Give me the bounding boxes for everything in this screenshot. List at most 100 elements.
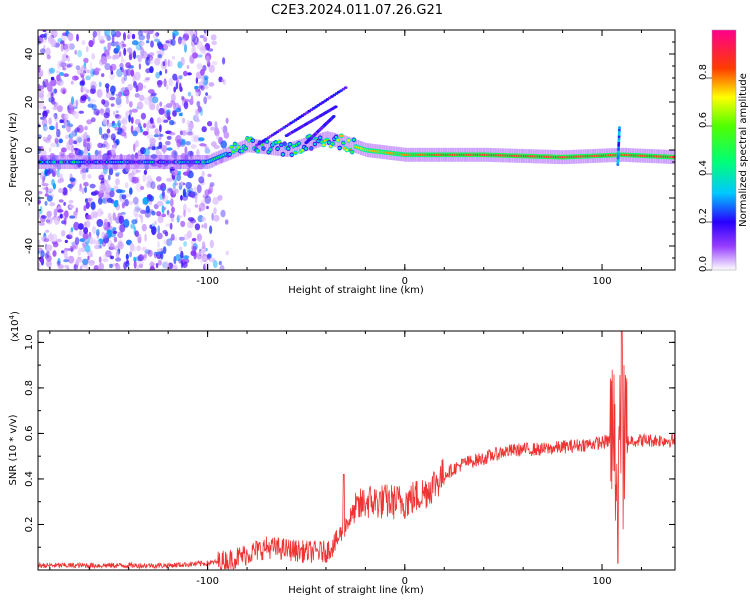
track-core xyxy=(336,138,340,142)
noise-speck xyxy=(211,141,217,147)
noise-speck xyxy=(206,95,212,100)
noise-speck xyxy=(48,147,52,153)
noise-speck xyxy=(178,236,185,241)
noise-speck xyxy=(50,202,55,207)
colorbar-tick-label: 0.8 xyxy=(698,64,709,80)
noise-speck xyxy=(204,146,210,150)
noise-speck xyxy=(210,34,217,41)
noise-speck xyxy=(98,126,103,136)
noise-speck xyxy=(178,74,184,79)
noise-speck xyxy=(96,30,101,37)
noise-speck xyxy=(157,80,163,88)
noise-speck xyxy=(201,224,204,229)
noise-speck xyxy=(178,246,183,252)
noise-speck xyxy=(62,89,66,95)
colorbar-tick-label: 0.6 xyxy=(698,112,709,128)
noise-speck xyxy=(139,126,143,130)
noise-speck xyxy=(181,117,186,124)
noise-speck xyxy=(46,216,53,225)
noise-speck xyxy=(109,72,115,81)
noise-speck xyxy=(143,169,148,176)
noise-speck xyxy=(156,103,160,112)
noise-speck xyxy=(106,35,111,41)
noise-speck xyxy=(136,245,142,252)
noise-speck xyxy=(170,38,176,47)
colorbar-label: Normalized spectral amplitude xyxy=(738,73,749,227)
noise-speck xyxy=(183,98,190,103)
noise-speck xyxy=(162,194,166,202)
noise-speck xyxy=(140,48,145,55)
noise-speck xyxy=(125,68,132,76)
noise-speck xyxy=(64,113,69,121)
track-core xyxy=(277,140,281,144)
y-tick-label: -20 xyxy=(24,190,35,206)
noise-speck xyxy=(39,222,45,226)
colorbar-tick-label: 0.2 xyxy=(698,208,709,224)
noise-speck xyxy=(202,194,209,199)
noise-speck xyxy=(53,88,56,94)
track-halo xyxy=(350,137,353,152)
noise-speck xyxy=(101,99,106,105)
noise-speck xyxy=(115,110,119,114)
noise-speck xyxy=(60,87,67,94)
noise-speck xyxy=(118,91,122,98)
noise-speck xyxy=(209,239,214,249)
noise-speck xyxy=(130,223,136,229)
noise-speck xyxy=(67,255,75,264)
noise-speck xyxy=(64,210,69,218)
snr-ylabel: SNR (10 * v/v) xyxy=(8,414,19,485)
noise-speck xyxy=(81,168,88,174)
noise-speck xyxy=(78,149,84,156)
noise-speck xyxy=(103,46,107,51)
noise-speck xyxy=(177,36,182,45)
noise-speck xyxy=(40,48,46,54)
noise-speck xyxy=(157,215,164,224)
track-halo xyxy=(248,138,251,153)
y-tick-label: 1.0 xyxy=(24,334,35,350)
noise-speck xyxy=(87,96,91,102)
noise-speck xyxy=(149,66,154,74)
noise-speck xyxy=(140,112,146,120)
noise-speck xyxy=(56,260,61,266)
noise-speck xyxy=(186,127,191,133)
noise-speck xyxy=(38,210,41,219)
track-halo xyxy=(281,142,284,157)
streak-cell xyxy=(332,115,336,118)
noise-speck xyxy=(80,169,83,175)
noise-speck xyxy=(106,128,111,134)
noise-speck xyxy=(115,178,120,186)
noise-speck xyxy=(201,126,207,133)
noise-speck xyxy=(129,101,133,108)
noise-speck xyxy=(86,197,93,202)
track-core xyxy=(671,155,675,159)
noise-speck xyxy=(195,88,200,93)
noise-speck xyxy=(54,137,59,144)
noise-speck xyxy=(46,195,53,202)
noise-speck xyxy=(151,210,156,216)
noise-speck xyxy=(68,103,75,112)
noise-speck xyxy=(44,200,48,206)
track-core xyxy=(265,140,269,143)
noise-speck xyxy=(219,264,225,270)
y-tick-label: 0 xyxy=(24,147,35,153)
noise-speck xyxy=(178,112,183,117)
noise-speck xyxy=(144,233,147,242)
noise-speck xyxy=(149,265,155,270)
noise-speck xyxy=(102,133,109,141)
track-halo xyxy=(272,141,275,156)
noise-speck xyxy=(118,215,124,225)
noise-speck xyxy=(76,33,79,42)
noise-speck xyxy=(220,209,226,218)
noise-speck xyxy=(58,199,64,203)
track-core xyxy=(297,142,301,145)
noise-speck xyxy=(146,194,152,202)
track-core xyxy=(347,139,351,142)
noise-speck xyxy=(157,241,160,248)
noise-speck xyxy=(67,32,74,42)
noise-speck xyxy=(103,140,108,148)
track-halo xyxy=(312,135,315,150)
noise-speck xyxy=(73,221,80,231)
noise-speck xyxy=(72,75,79,81)
noise-speck xyxy=(110,147,116,155)
